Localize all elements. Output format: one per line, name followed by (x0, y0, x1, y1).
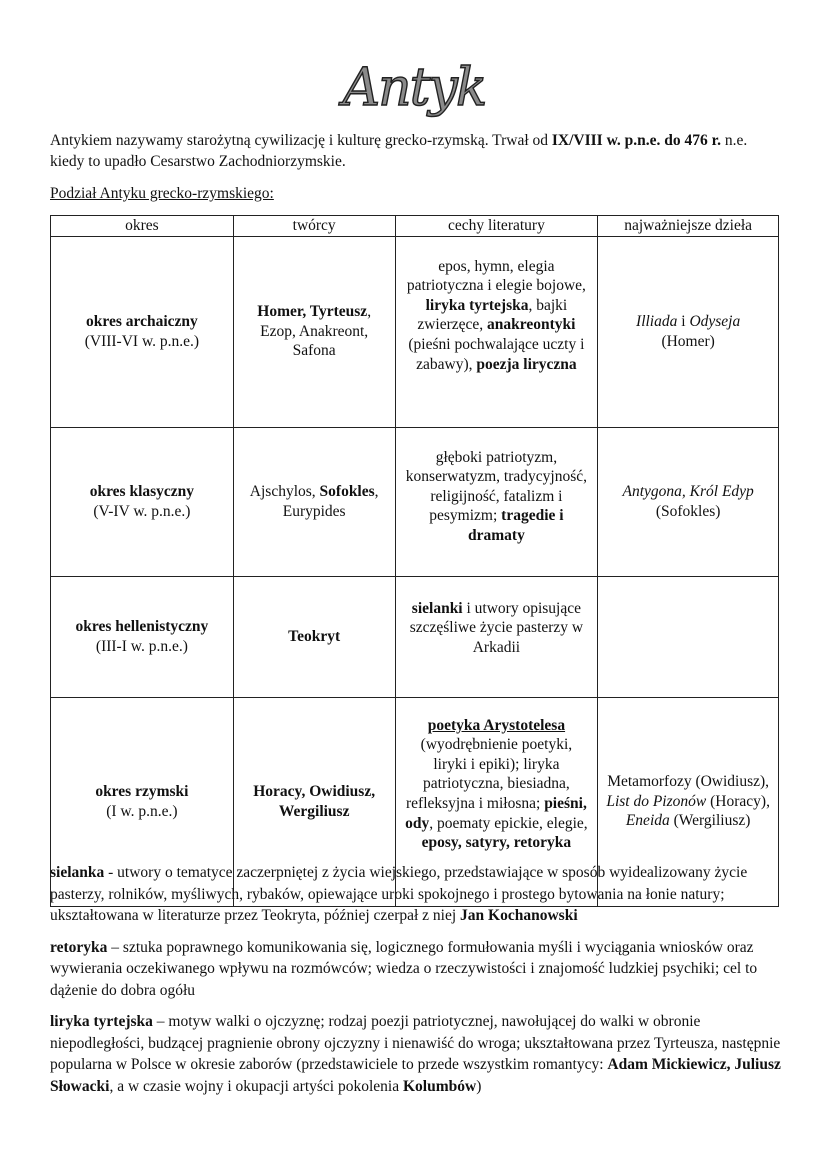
bold-text: sielanki (411, 599, 463, 617)
definition-paragraph: liryka tyrtejska – motyw walki o ojczyzn… (50, 1011, 785, 1097)
text: , bajki zwierzęce, (417, 296, 568, 334)
bold-text: okres rzymski (95, 783, 189, 800)
text: ) (476, 1077, 482, 1095)
text: (Wergiliusz) (669, 812, 751, 830)
text: i utwory opisujące szczęśliwe życie past… (409, 599, 584, 656)
table-heading: Podział Antyku grecko-rzymskiego: (50, 185, 274, 202)
text: i (677, 313, 690, 330)
bold-text: liryka tyrtejska (425, 296, 529, 314)
table-row: okres archaiczny (VIII-VI w. p.n.e.) Homer… (50, 235, 779, 428)
text: (V-IV w. p.n.e.) (93, 502, 191, 520)
text: (wyodrębnienie poetyki, liryki i epiki);… (406, 736, 573, 812)
text: - utwory o tematyce zaczerpniętej z życi… (50, 864, 748, 924)
text: , Ezop, Anakreont, Safona (260, 303, 372, 360)
definitions: sielanka - utwory o tematyce zaczerpnięt… (50, 862, 785, 1107)
text: – sztuka poprawnego komunikowania się, l… (50, 938, 758, 999)
text: (Homer) (661, 332, 715, 350)
bold-text: okres klasyczny (89, 483, 195, 500)
works-cell: Metamorfozy (Owidiusz), List do Pizonów … (597, 696, 779, 907)
italic-text: List do Pizonów (606, 792, 707, 810)
table-row: okres rzymski (I w. p.n.e.) Horacy, Owidiu… (50, 696, 779, 907)
bold-text: poetyka Arystotelesa (427, 716, 566, 734)
text: Antykiem nazywamy starożytną cywilizację… (50, 132, 552, 149)
bold-text: poezja liryczna (476, 355, 577, 373)
definition-paragraph: sielanka - utwory o tematyce zaczerpnięt… (50, 862, 785, 927)
periods-table: okres twórcy cechy literatury najważniej… (50, 215, 779, 907)
bold-text: liryka tyrtejska (50, 1013, 153, 1030)
header-works: najważniejsze dzieła (597, 215, 779, 237)
bold-text: Adam Mickiewicz, Juliusz Słowacki (50, 1056, 781, 1095)
bold-text: Homer, Tyrteusz (257, 303, 368, 321)
italic-text: Antygona, Król Edyp (622, 483, 754, 500)
authors-cell: Teokryt (232, 575, 396, 698)
text: (III-I w. p.n.e.) (95, 637, 188, 655)
bold-text: anakreontyki (487, 316, 576, 334)
table-row: okres klasyczny (V-IV w. p.n.e.) Ajschylos… (50, 426, 779, 577)
bold-text: Jan Kochanowski (460, 907, 578, 924)
italic-text: Illiada (636, 313, 678, 330)
table-row: okres hellenistyczny (III-I w. p.n.e.) Teo… (50, 575, 779, 698)
text: (VIII-VI w. p.n.e.) (84, 332, 200, 350)
bold-text: IX/VIII w. p.n.e. do 476 r. (551, 132, 721, 149)
text: (Horacy), (706, 792, 770, 810)
text: (pieśni pochwalające uczty i zabawy), (408, 335, 585, 373)
features-cell: epos, hymn, elegia patriotyczna i elegie… (394, 235, 599, 428)
bold-text: retoryka (50, 938, 108, 956)
bold-text: pieśni, ody (405, 794, 587, 832)
features-cell: poetyka Arystotelesa (wyodrębnienie poet… (394, 696, 599, 907)
period-cell: okres hellenistyczny (III-I w. p.n.e.) (50, 575, 234, 698)
text: epos, hymn, elegia patriotyczna i elegie… (406, 257, 586, 295)
page-title: Antyk (342, 57, 488, 118)
text: , Eurypides (282, 483, 379, 520)
works-cell: Antygona, Król Edyp (Sofokles) (597, 426, 779, 577)
bold-text: Teokryt (288, 627, 341, 645)
text: – motyw walki o ojczyznę; rodzaj poezji … (50, 1013, 781, 1073)
works-cell: Illiada i Odyseja (Homer) (597, 235, 779, 428)
period-cell: okres klasyczny (V-IV w. p.n.e.) (50, 426, 234, 577)
text: , a w czasie wojny i okupacji artyści po… (109, 1077, 403, 1095)
intro-paragraph: Antykiem nazywamy starożytną cywilizację… (50, 130, 780, 172)
italic-text: Eneida (625, 812, 670, 830)
features-cell: głęboki patriotyzm, konserwatyzm, tradyc… (394, 426, 599, 577)
period-cell: okres archaiczny (VIII-VI w. p.n.e.) (50, 235, 234, 428)
italic-text: Odyseja (689, 313, 741, 330)
table-header-row: okres twórcy cechy literatury najważniej… (50, 215, 779, 237)
bold-text: okres archaiczny (85, 313, 198, 330)
bold-text: Horacy, Owidiusz, Wergiliusz (253, 783, 376, 820)
period-cell: okres rzymski (I w. p.n.e.) (50, 696, 234, 907)
text: , poematy epickie, elegie, (429, 814, 588, 832)
text: (I w. p.n.e.) (106, 802, 178, 820)
authors-cell: Homer, Tyrteusz, Ezop, Anakreont, Safona (232, 235, 396, 428)
definition-paragraph: retoryka – sztuka poprawnego komunikowan… (50, 937, 785, 1002)
header-features: cechy literatury (394, 215, 599, 237)
bold-text: Kolumbów (402, 1077, 477, 1095)
text: Metamorfozy (Owidiusz), (607, 773, 770, 791)
text: (Sofokles) (655, 502, 721, 520)
text: głęboki patriotyzm, konserwatyzm, tradyc… (405, 448, 588, 525)
text: Ajschylos, (249, 483, 320, 500)
header-authors: twórcy (232, 215, 396, 237)
bold-text: eposy, satyry, retoryka (421, 834, 572, 852)
bold-text: sielanka (50, 864, 105, 881)
header-period: okres (50, 215, 234, 237)
authors-cell: Ajschylos, Sofokles, Eurypides (232, 426, 396, 577)
features-cell: sielanki i utwory opisujące szczęśliwe ż… (394, 575, 599, 698)
works-cell (597, 575, 779, 698)
text: n.e. kiedy to upadło Cesarstwo Zachodnio… (50, 132, 748, 170)
bold-text: Sofokles (319, 483, 375, 500)
bold-text: tragedie i dramaty (468, 507, 564, 544)
bold-text: okres hellenistyczny (75, 618, 209, 635)
